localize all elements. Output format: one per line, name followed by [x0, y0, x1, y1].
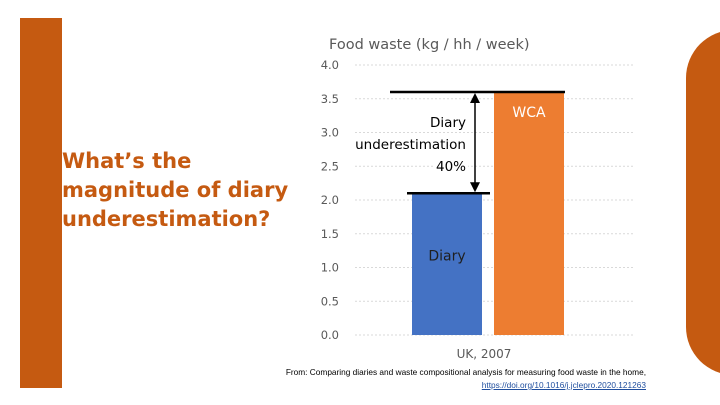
annotation-label: underestimation: [355, 137, 466, 153]
source-text: From: Comparing diaries and waste compos…: [285, 367, 646, 377]
bars: Diary WCA: [412, 92, 564, 335]
source-citation: From: Comparing diaries and waste compos…: [150, 366, 646, 392]
y-tick-label: 1.5: [321, 227, 339, 241]
source-link[interactable]: https://doi.org/10.1016/j.jclepro.2020.1…: [481, 380, 646, 390]
right-decorative-curve: [686, 30, 720, 375]
y-tick-label: 3.0: [321, 126, 339, 140]
annotation-arrow-up: [470, 93, 480, 103]
annotation-label: 40%: [436, 159, 466, 175]
annotation: Diary underestimation 40%: [353, 90, 565, 195]
question-heading: What’s the magnitude of diary underestim…: [62, 149, 289, 231]
y-tick-label: 3.5: [321, 92, 339, 106]
chart-title: Food waste (kg / hh / week): [329, 37, 530, 53]
annotation-label: Diary: [430, 115, 466, 131]
left-decorative-bar: [20, 18, 62, 388]
y-axis-ticks: 0.0 0.5 1.0 1.5 2.0 2.5 3.0 3.5 4.0: [321, 58, 339, 342]
annotation-label-bg: [353, 137, 468, 153]
annotation-arrow-down: [470, 182, 480, 193]
annotation-label-bg: [433, 159, 469, 175]
y-tick-label: 1.0: [321, 261, 339, 275]
y-tick-label: 4.0: [321, 58, 339, 72]
x-axis-label: UK, 2007: [457, 347, 512, 361]
bar-wca: [494, 92, 564, 335]
y-tick-label: 0.0: [321, 328, 339, 342]
y-tick-label: 2.5: [321, 159, 339, 173]
bar-diary: [412, 193, 482, 335]
annotation-label-bg: [428, 115, 469, 131]
bar-label: WCA: [512, 105, 546, 121]
food-waste-chart: 0.0 0.5 1.0 1.5 2.0 2.5 3.0 3.5 4.0 Diary WCA Dia…: [321, 37, 633, 361]
y-tick-label: 0.5: [321, 294, 339, 308]
bar-label: Diary: [428, 248, 465, 264]
y-tick-label: 2.0: [321, 193, 339, 207]
